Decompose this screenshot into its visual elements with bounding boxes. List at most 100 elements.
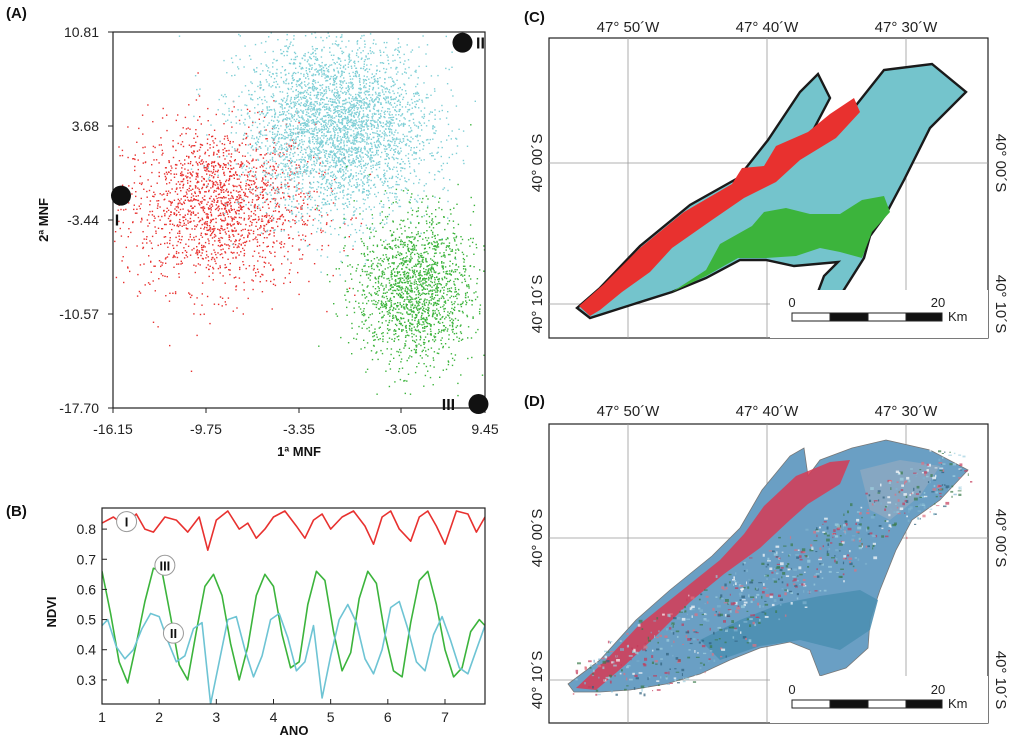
scatter-point	[231, 168, 233, 170]
scatter-point	[261, 102, 264, 105]
scatter-point	[384, 123, 387, 126]
scatter-point	[339, 191, 341, 193]
scatter-point	[346, 151, 348, 154]
scatter-point	[239, 175, 241, 178]
scatter-point	[447, 111, 449, 113]
scatter-point	[257, 271, 260, 273]
scatter-point	[300, 147, 303, 149]
scatter-point	[243, 237, 245, 239]
scatter-point	[388, 134, 391, 137]
scatter-point	[303, 54, 305, 57]
scatter-point	[306, 162, 308, 165]
scatter-point	[290, 262, 292, 264]
scatter-point	[413, 93, 415, 95]
scatter-point	[290, 107, 293, 109]
scatter-point	[361, 140, 363, 142]
scatter-point	[309, 155, 311, 157]
scatter-point	[245, 267, 247, 270]
scatter-point	[247, 135, 249, 137]
scatter-point	[289, 151, 292, 154]
scatter-point	[331, 190, 333, 192]
scatter-point	[310, 68, 313, 70]
scatter-point	[287, 125, 289, 128]
scatter-point	[371, 128, 373, 130]
scatter-point	[273, 81, 275, 83]
scatter-point	[414, 124, 416, 126]
scatter-point	[259, 123, 261, 125]
scatter-point	[353, 138, 356, 140]
scatter-point	[351, 78, 354, 80]
scatter-point	[317, 59, 319, 61]
scatter-point	[345, 167, 348, 169]
scatter-point	[207, 170, 209, 172]
scatter-point	[309, 128, 311, 130]
scatter-point	[199, 201, 202, 203]
scatter-point	[296, 101, 299, 103]
scatter-point	[287, 204, 290, 206]
scatter-point	[314, 124, 316, 126]
scatter-point	[448, 68, 450, 71]
scatter-point	[339, 113, 341, 115]
scatter-point	[335, 129, 337, 131]
scatter-point	[405, 72, 407, 74]
scatter-point	[300, 132, 302, 134]
scatter-point	[205, 250, 208, 253]
scatter-point	[161, 154, 163, 156]
scatter-point	[192, 152, 194, 155]
scatter-point	[274, 202, 277, 205]
scatter-point	[259, 84, 261, 86]
scatter-point	[110, 310, 111, 311]
scatter-point	[285, 78, 288, 80]
scatter-point	[211, 172, 214, 174]
scatter-point	[272, 73, 274, 75]
scatter-point	[318, 128, 320, 130]
scatter-point	[259, 113, 261, 116]
scatter-point	[347, 107, 350, 110]
scatter-point	[373, 227, 376, 229]
scatter-point	[392, 157, 395, 159]
scatter-point	[205, 167, 207, 169]
scatter-point	[227, 216, 230, 218]
scatter-point	[216, 182, 218, 184]
scatter-point	[307, 78, 310, 80]
scatter-point	[321, 175, 323, 178]
scatter-point	[409, 221, 412, 223]
scatter-point	[278, 217, 280, 220]
scatter-point	[372, 164, 374, 166]
scatter-point	[335, 86, 338, 88]
scatter-point	[194, 156, 196, 158]
scatter-point	[297, 271, 299, 274]
scatter-point	[266, 106, 268, 108]
scatter-point	[163, 210, 165, 212]
scatter-point	[434, 158, 436, 160]
scatter-point	[408, 162, 411, 165]
scatter-point	[415, 153, 417, 155]
scatter-point	[434, 132, 436, 135]
scatter-point	[355, 120, 357, 122]
scatter-point	[337, 99, 339, 101]
scatter-point	[306, 203, 309, 206]
scatter-point	[202, 249, 204, 251]
scatter-point	[323, 5, 324, 6]
scatter-point	[272, 219, 275, 221]
scatter-point	[391, 177, 394, 179]
scatter-point	[302, 96, 304, 99]
scatter-point	[307, 108, 310, 111]
scatter-point	[391, 192, 394, 194]
scatter-point	[356, 106, 358, 109]
scatter-point	[347, 139, 350, 141]
scatter-point	[299, 63, 302, 65]
scatter-point	[180, 203, 183, 205]
scatter-point	[262, 109, 264, 111]
scatter-point	[379, 77, 381, 79]
scatter-point	[179, 183, 181, 186]
scatter-point	[283, 165, 285, 167]
scatter-point	[355, 172, 357, 174]
scatter-point	[289, 154, 291, 156]
scatter-point	[379, 202, 381, 205]
scatter-point	[320, 231, 323, 234]
scatter-point	[240, 165, 243, 167]
scatter-point	[253, 183, 255, 185]
scatter-point	[311, 196, 313, 199]
scatter-point	[327, 244, 330, 247]
